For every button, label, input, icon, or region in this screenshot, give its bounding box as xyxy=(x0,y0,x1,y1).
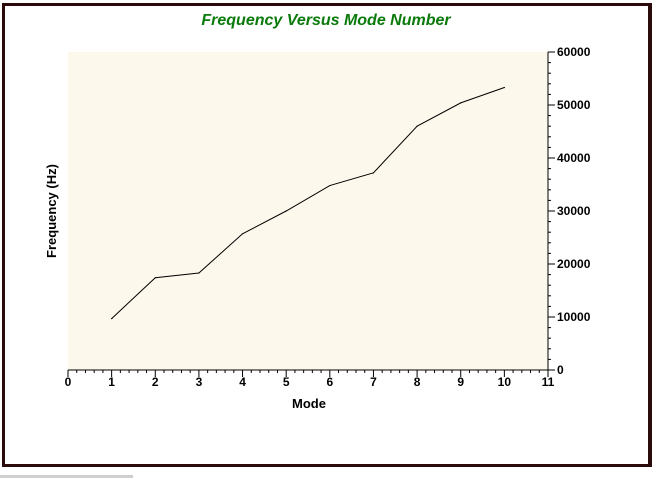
window-scroll-strip xyxy=(0,475,133,478)
x-axis: 0 1 2 3 4 5 6 7 8 9 10 11 xyxy=(65,369,555,389)
y-tick-label: 0 xyxy=(557,363,564,377)
x-tick-label: 2 xyxy=(152,375,159,389)
y-tick-label: 60000 xyxy=(557,45,591,59)
x-tick-label: 10 xyxy=(498,375,512,389)
data-point xyxy=(329,184,331,187)
y-axis: 0 10000 20000 30000 40000 50000 60000 xyxy=(547,45,591,377)
y-tick-label: 50000 xyxy=(557,98,591,112)
data-point xyxy=(416,125,418,127)
series-layer xyxy=(111,86,505,320)
data-point xyxy=(241,233,244,235)
x-tick-label: 0 xyxy=(65,375,72,389)
data-point xyxy=(460,102,462,104)
x-tick-label: 9 xyxy=(457,375,464,389)
data-point xyxy=(285,210,287,212)
x-tick-label: 11 xyxy=(542,375,555,389)
y-tick-label: 30000 xyxy=(557,204,591,218)
x-tick-label: 8 xyxy=(414,375,421,389)
x-tick-label: 4 xyxy=(239,375,246,389)
y-tick-label: 40000 xyxy=(557,151,591,165)
series-line xyxy=(111,87,505,319)
data-point xyxy=(372,172,375,174)
x-tick-label: 3 xyxy=(196,375,203,389)
x-tick-label: 7 xyxy=(370,375,377,389)
x-tick-label: 1 xyxy=(108,375,115,389)
plot-area xyxy=(68,52,548,370)
y-axis-label: Frequency (Hz) xyxy=(44,164,59,258)
y-tick-label: 10000 xyxy=(557,310,591,324)
data-point xyxy=(198,272,200,274)
y-tick-label: 20000 xyxy=(557,257,591,271)
chart-title: Frequency Versus Mode Number xyxy=(201,12,451,29)
data-point xyxy=(154,277,156,279)
x-tick-label: 5 xyxy=(283,375,290,389)
data-point xyxy=(111,317,113,320)
x-axis-label: Mode xyxy=(292,396,326,411)
x-tick-label: 6 xyxy=(326,375,333,389)
data-point xyxy=(503,86,505,89)
